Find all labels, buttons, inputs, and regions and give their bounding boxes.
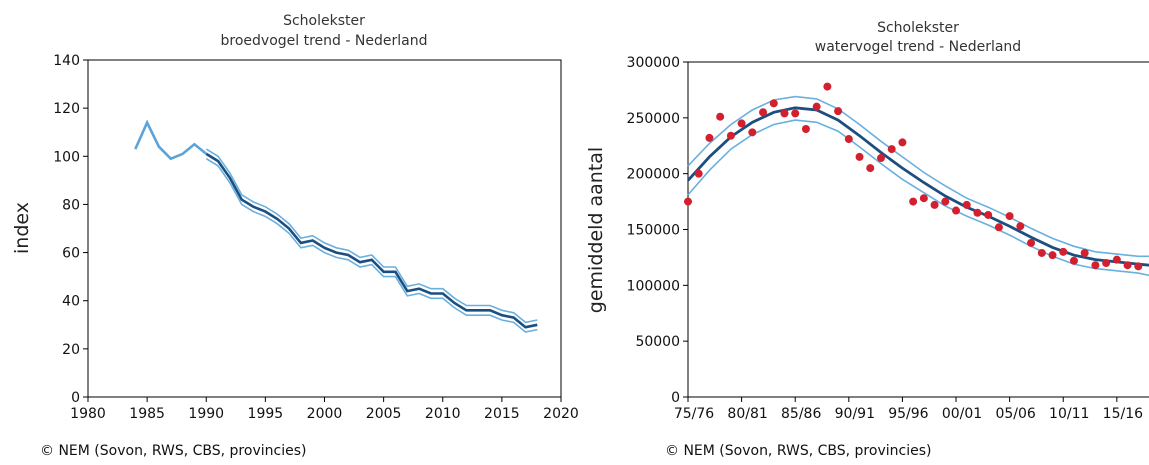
x-tick-label: 2000 [307,406,343,422]
data-point [694,169,703,178]
data-point [973,208,982,217]
chart-title: Scholekster [877,20,959,36]
data-point [812,102,821,111]
data-point [952,206,961,215]
y-tick-label: 0 [671,390,680,406]
data-point [823,82,832,91]
breeding-bird-chart: Scholekster broedvogel trend - Nederland… [11,13,579,422]
data-point [769,99,778,108]
y-tick-label: 140 [53,53,80,69]
data-point [1134,262,1143,271]
y-tick-label: 0 [71,390,80,406]
chart-subtitle: watervogel trend - Nederland [815,39,1021,55]
x-tick-label: 10/11 [1049,406,1089,422]
data-point [759,108,768,117]
data-point [855,152,864,161]
y-tick-label: 60 [62,246,80,262]
y-axis-label: index [11,202,33,254]
credit-text-left: © NEM (Sovon, RWS, CBS, provincies) [40,443,307,459]
y-tick-label: 50000 [635,334,680,350]
data-point [791,109,800,118]
data-point [866,164,875,173]
data-point [909,197,918,206]
data-point [726,131,735,140]
chart-subtitle: broedvogel trend - Nederland [221,33,428,49]
x-tick-label: 2010 [425,406,461,422]
x-tick-label: 95/96 [888,406,928,422]
x-tick-label: 2015 [484,406,520,422]
data-point [748,128,757,137]
data-point [737,119,746,128]
y-tick-label: 40 [62,294,80,310]
data-point [930,200,939,209]
chart-title: Scholekster [283,13,365,29]
x-tick-label: 80/81 [727,406,767,422]
data-point [1112,255,1121,264]
trend-line [686,106,1149,267]
data-point [780,109,789,118]
data-point [1069,256,1078,265]
x-tick-label: 05/06 [995,406,1035,422]
data-point [1091,261,1100,270]
x-tick-label: 2020 [543,406,579,422]
observed-index-line [134,119,208,161]
y-tick-label: 150000 [627,223,680,239]
data-point [834,107,843,116]
y-axis-label: gemiddeld aantal [585,147,607,313]
y-tick-label: 20 [62,342,80,358]
data-point [1102,259,1111,267]
data-point [876,154,885,163]
x-tick-label: 1980 [70,406,106,422]
upper-confidence-line [205,148,538,324]
data-point [1037,248,1046,257]
data-point [919,194,928,203]
data-point [994,223,1003,232]
data-point [898,138,907,147]
data-point [716,112,725,121]
data-point [705,133,714,142]
y-tick-label: 100 [53,149,80,165]
data-point [1027,238,1036,247]
x-tick-label: 1990 [188,406,224,422]
x-tick-label: 85/86 [781,406,821,422]
y-tick-label: 300000 [627,55,680,71]
data-point [1080,248,1089,257]
upper-confidence-line [687,95,1149,258]
data-point [1016,222,1025,231]
x-tick-label: 15/16 [1103,406,1143,422]
data-point [844,135,853,144]
y-tick-label: 200000 [627,167,680,183]
data-point [887,145,896,154]
data-point [1123,261,1132,270]
data-point [962,200,971,209]
x-tick-label: 00/01 [942,406,982,422]
trend-line [205,152,538,329]
x-tick-label: 90/91 [835,406,875,422]
data-point [684,197,692,206]
data-point [984,210,993,219]
data-point [1059,247,1068,256]
data-point [801,125,810,133]
data-point [941,197,950,206]
x-tick-label: 1995 [248,406,284,422]
credit-text-right: © NEM (Sovon, RWS, CBS, provincies) [665,443,932,459]
lower-confidence-line [205,158,538,333]
lower-confidence-line [687,119,1149,277]
x-tick-label: 1985 [129,406,165,422]
x-tick-label: 75/76 [674,406,714,422]
y-tick-label: 80 [62,197,80,213]
plot-frame [87,59,562,398]
data-point [1005,212,1014,221]
y-tick-label: 100000 [627,278,680,294]
y-tick-label: 250000 [627,111,680,127]
data-point [1048,251,1057,260]
waterbird-chart: Scholekster watervogel trend - Nederland… [585,20,1149,422]
x-tick-label: 2005 [366,406,402,422]
y-tick-label: 120 [53,101,80,117]
